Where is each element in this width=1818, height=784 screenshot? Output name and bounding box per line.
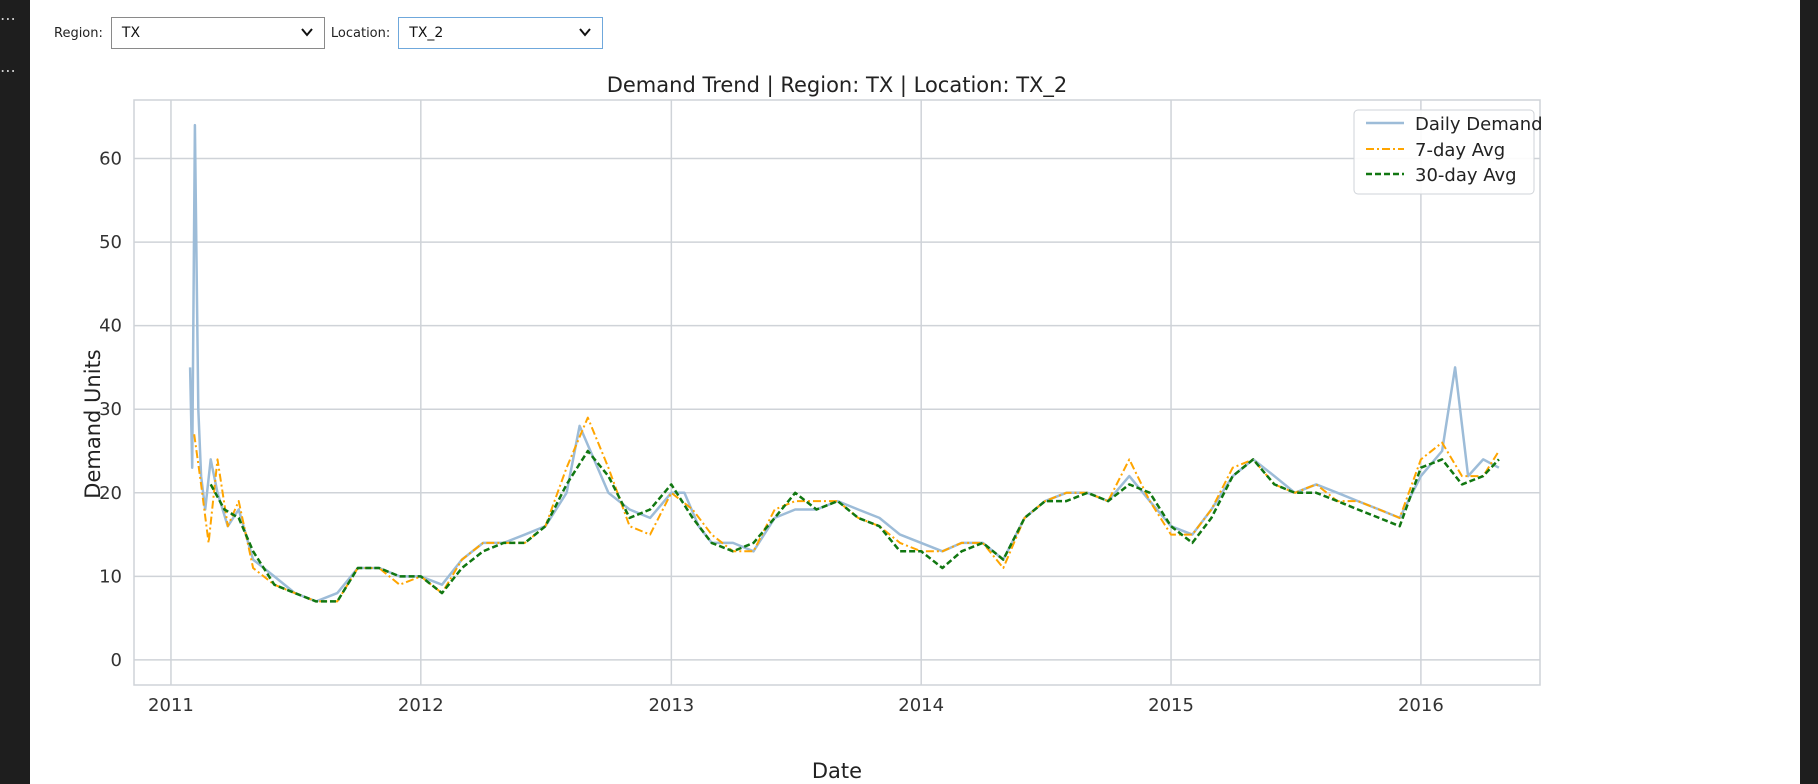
x-tick-label: 2014: [898, 695, 944, 716]
x-tick-label: 2012: [398, 695, 444, 716]
grid: [134, 100, 1540, 685]
series-7day-avg: [193, 416, 1500, 603]
chevron-down-icon: [579, 28, 592, 37]
region-dropdown[interactable]: TX: [110, 17, 325, 49]
filter-controls: Region: TX Location: TX_2: [54, 16, 604, 50]
x-tick-label: 2016: [1398, 695, 1444, 716]
right-edge: [1800, 0, 1818, 784]
y-tick-label: 50: [99, 232, 122, 253]
plot-frame: [133, 99, 1541, 686]
y-axis-ticks: 0 10 20 30 40 50 60: [99, 149, 122, 671]
x-axis-label: Date: [812, 759, 862, 783]
y-tick-label: 10: [99, 566, 122, 587]
legend-label-daily: Daily Demand: [1415, 114, 1543, 135]
legend-label-7day: 7-day Avg: [1415, 140, 1505, 161]
location-label: Location:: [330, 25, 391, 41]
region-label: Region:: [54, 25, 103, 41]
y-tick-label: 40: [99, 316, 122, 337]
location-dropdown[interactable]: TX_2: [398, 17, 604, 49]
chevron-down-icon: [301, 28, 313, 37]
series-layer: [188, 123, 1500, 603]
y-tick-label: 0: [111, 650, 122, 671]
y-axis-label: Demand Units: [81, 349, 105, 498]
plot-area: [134, 100, 1540, 685]
location-dropdown-value: TX_2: [409, 25, 444, 41]
region-dropdown-value: TX: [121, 25, 141, 41]
overflow-dots-icon-2[interactable]: ⋯: [0, 61, 16, 80]
y-tick-label: 60: [99, 149, 122, 170]
overflow-dots-icon[interactable]: ⋯: [0, 9, 16, 28]
x-axis-ticks: 2011 2012 2013 2014 2015 2016: [148, 695, 1444, 716]
legend: Daily Demand 7-day Avg 30-day Avg: [1353, 109, 1543, 195]
y-tick-label: 20: [99, 483, 122, 504]
x-tick-label: 2011: [148, 695, 194, 716]
demand-trend-chart: 2011 2012 2013 2014 2015 2016 0 10 20 30 40 50 60 D…: [81, 73, 1543, 783]
chart-title: Demand Trend | Region: TX | Location: TX…: [607, 73, 1068, 98]
x-tick-label: 2015: [1148, 695, 1194, 716]
left-rail: ⋯ ⋯: [0, 0, 30, 784]
legend-label-30day: 30-day Avg: [1415, 165, 1517, 186]
x-tick-label: 2013: [648, 695, 694, 716]
y-tick-label: 30: [99, 399, 122, 420]
series-30day-avg: [209, 449, 1500, 603]
